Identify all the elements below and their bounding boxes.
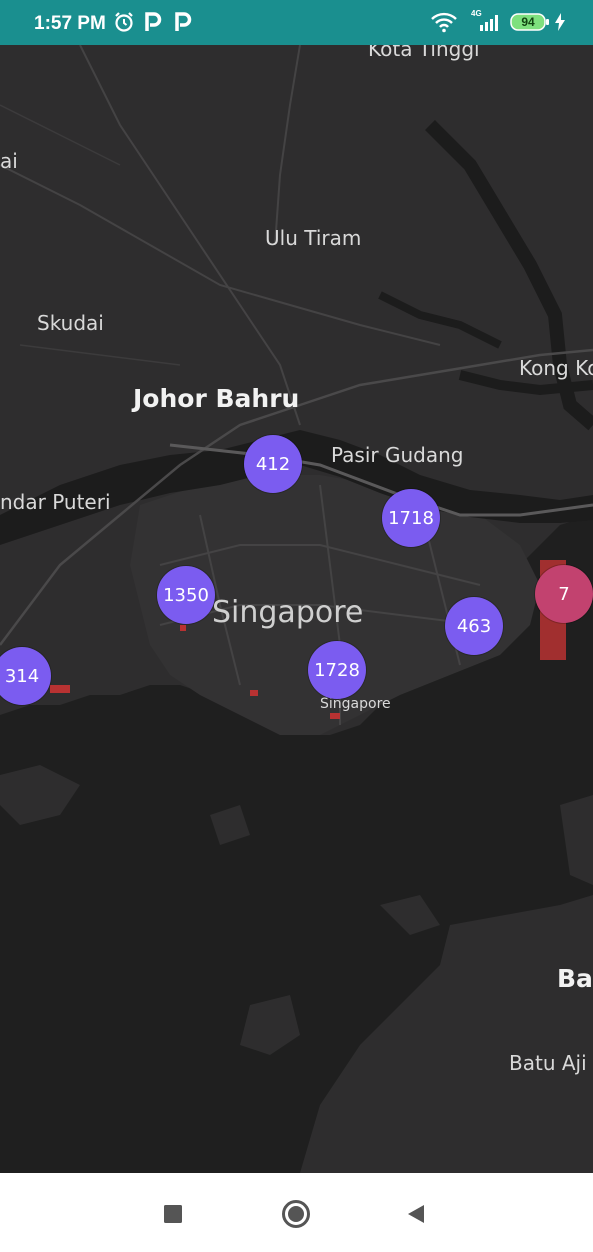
place-label-batu-aji: Batu Aji	[509, 1051, 587, 1075]
place-label-kong-kong: Kong Ko	[519, 356, 593, 380]
signal-icon: 4G	[470, 9, 504, 34]
place-label-ulu-tiram: Ulu Tiram	[265, 226, 362, 250]
place-label-bandar-puteri: ndar Puteri	[0, 490, 111, 514]
cluster-marker[interactable]: 1718	[382, 489, 440, 547]
place-label-pasir-gudang: Pasir Gudang	[331, 443, 464, 467]
place-label-singapore-small: Singapore	[320, 696, 391, 712]
map-tiles	[0, 45, 593, 1173]
battery-level: 94	[521, 15, 535, 29]
cluster-marker-alert[interactable]: 7	[535, 565, 593, 623]
wifi-icon	[430, 10, 458, 34]
bolt-icon	[553, 10, 567, 34]
place-label-ai: ai	[0, 149, 18, 173]
place-label-skudai: Skudai	[37, 311, 104, 335]
cluster-marker[interactable]: 1350	[157, 566, 215, 624]
p-icon	[173, 10, 193, 34]
cluster-marker[interactable]: 1728	[308, 641, 366, 699]
cluster-marker[interactable]: 314	[0, 647, 51, 705]
place-label-singapore: Singapore	[212, 595, 364, 630]
home-button[interactable]	[280, 1198, 312, 1230]
recents-button[interactable]	[157, 1198, 189, 1230]
back-button[interactable]	[400, 1198, 432, 1230]
triangle-back-icon	[408, 1205, 424, 1223]
place-label-johor-bahru: Johor Bahru	[133, 384, 300, 413]
system-nav-bar	[0, 1173, 593, 1252]
cluster-marker[interactable]: 412	[244, 435, 302, 493]
status-time: 1:57 PM	[34, 13, 106, 34]
battery-icon: 94	[510, 10, 550, 34]
circle-icon	[282, 1200, 310, 1228]
square-icon	[164, 1205, 182, 1223]
map-view[interactable]: Kota Tinggi ai Ulu Tiram Skudai Kong Ko …	[0, 45, 593, 1173]
place-label-batam: Ba	[557, 964, 593, 993]
alarm-icon	[113, 10, 135, 34]
status-bar: 1:57 PM 4G 94	[0, 0, 593, 45]
place-label-kota-tinggi: Kota Tinggi	[368, 45, 480, 61]
p-icon	[143, 10, 163, 34]
network-type: 4G	[471, 9, 482, 18]
cluster-marker[interactable]: 463	[445, 597, 503, 655]
